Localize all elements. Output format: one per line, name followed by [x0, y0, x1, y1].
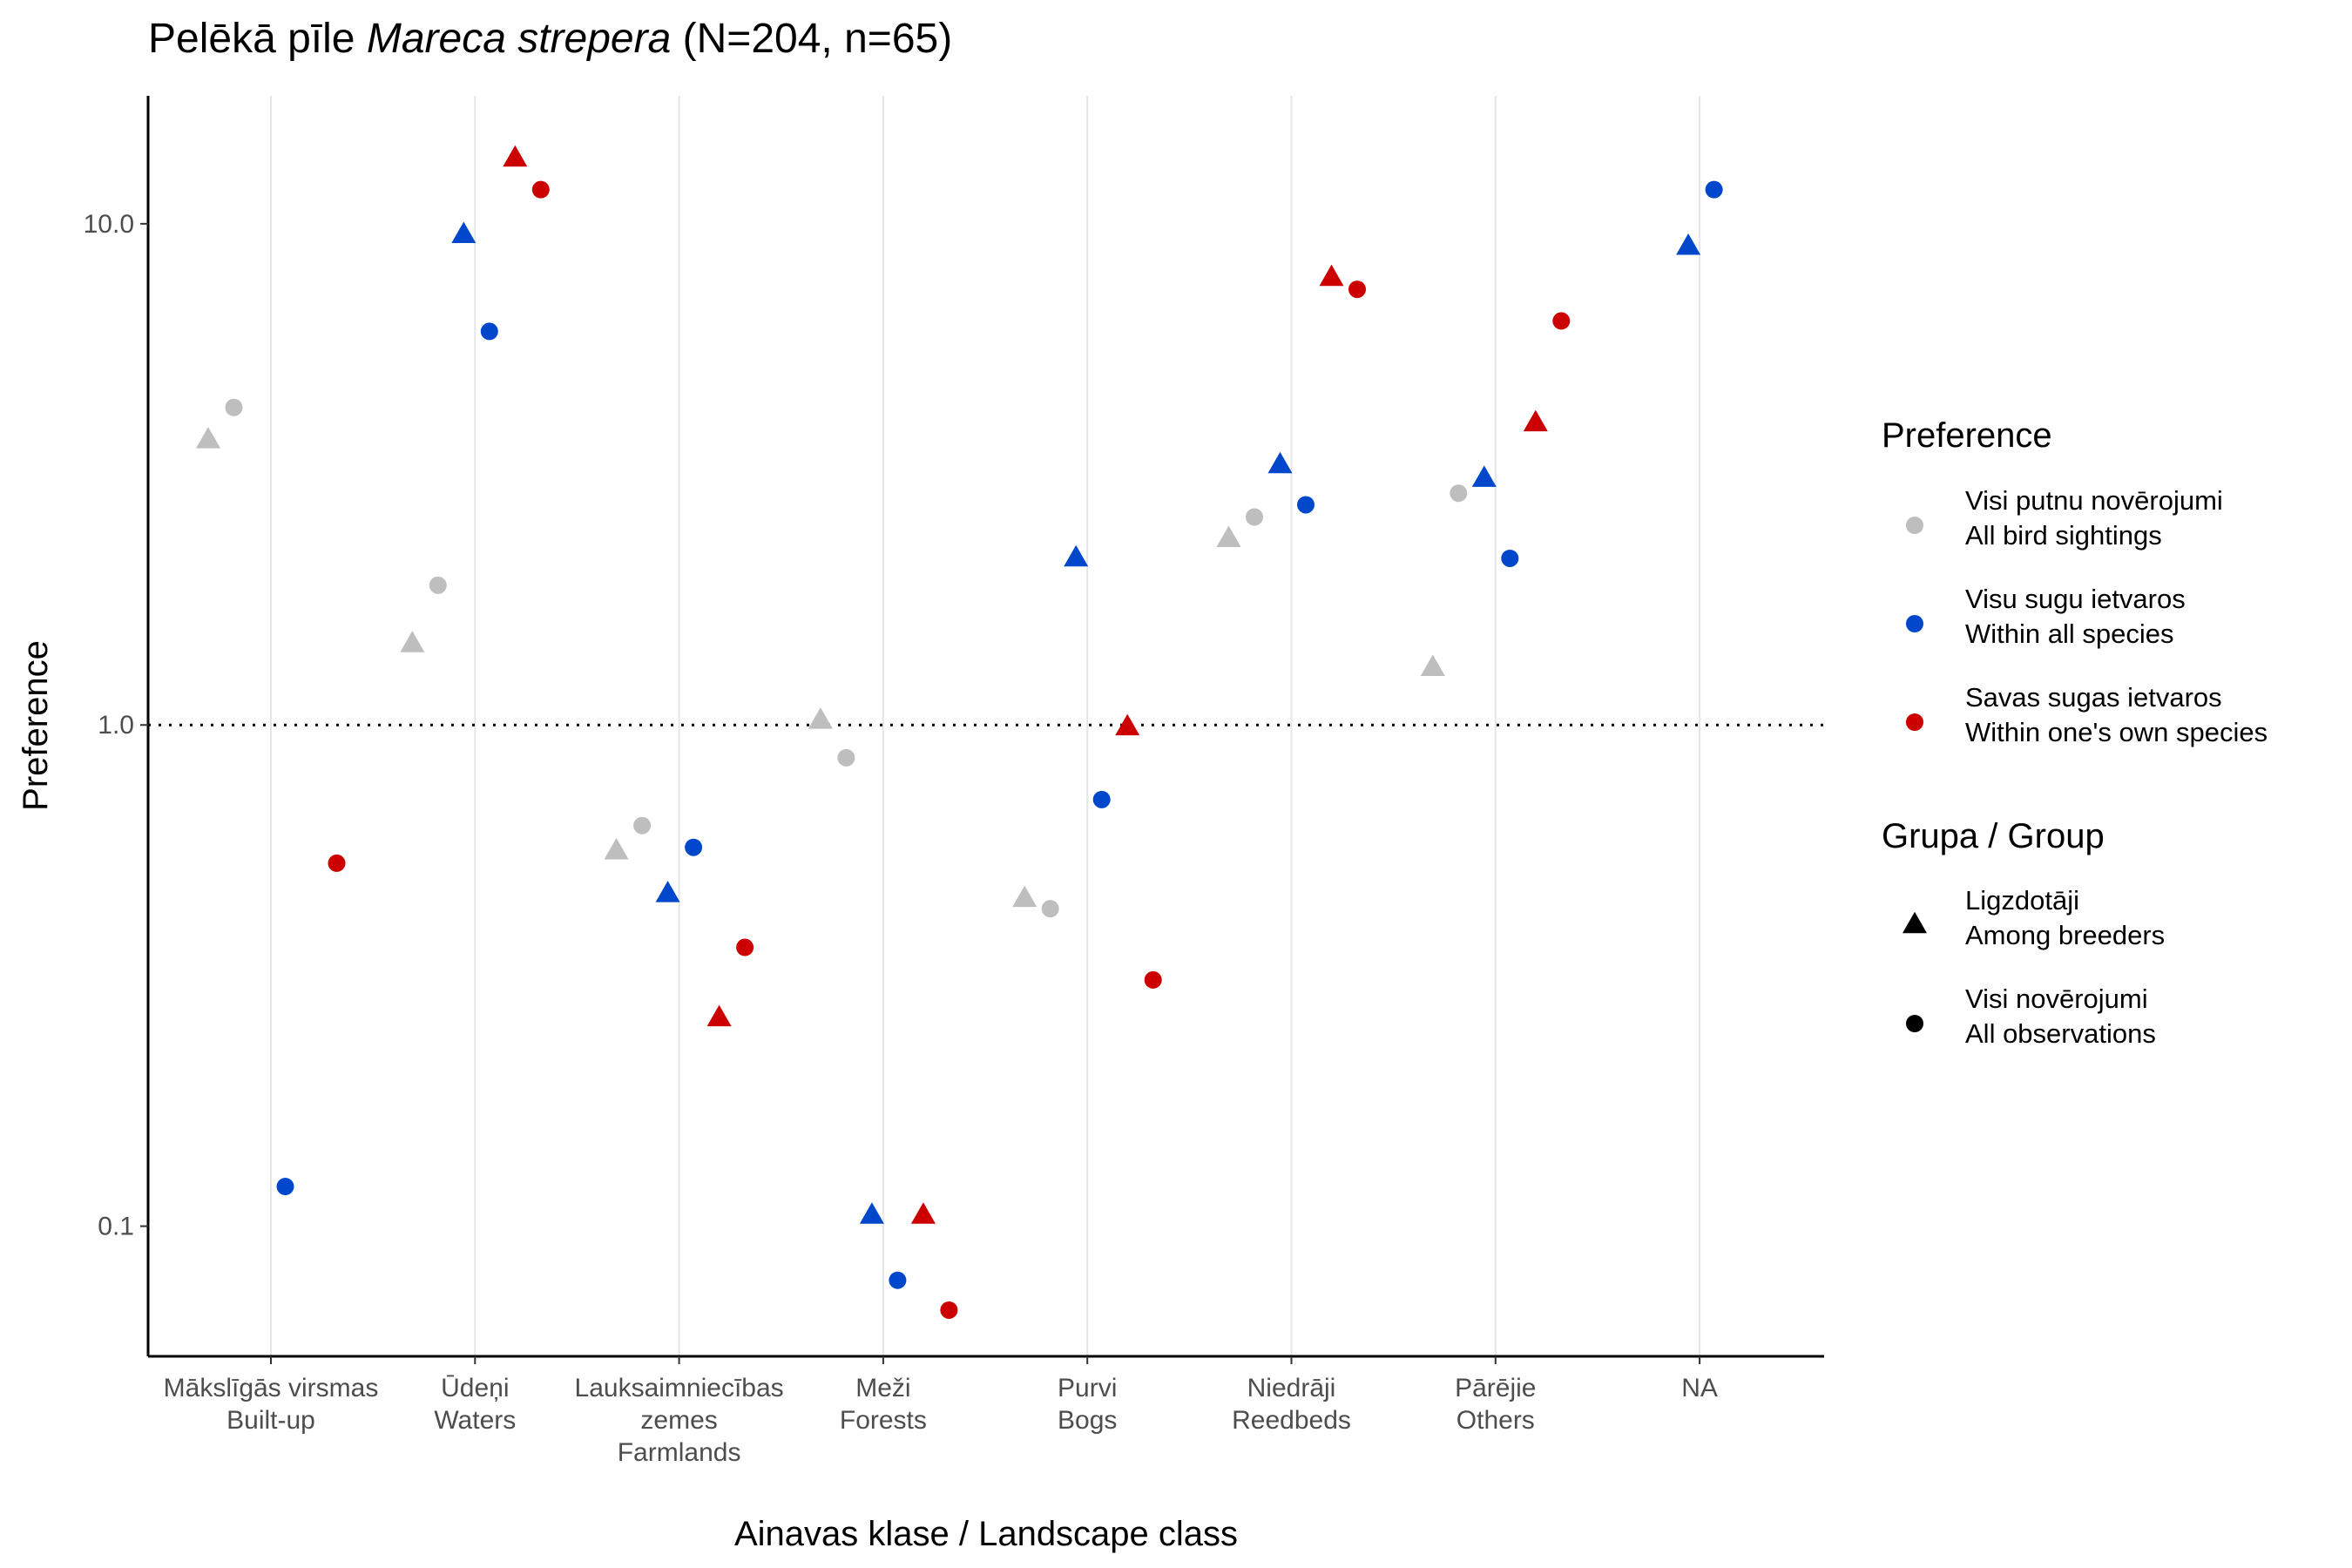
point-within_all_species-all_obs: [1297, 496, 1315, 514]
point-within_own_species-all_obs: [1348, 280, 1366, 299]
point-within_own_species-breeders: [1115, 713, 1140, 736]
legend-group-title: Grupa / Group: [1882, 817, 2105, 855]
point-all_sightings-breeders: [604, 837, 629, 860]
title-species: Mareca strepera: [367, 16, 671, 62]
point-within_own_species-all_obs: [328, 854, 346, 872]
chart-title: Pelēkā pīle Mareca strepera (N=204, n=65…: [148, 16, 952, 62]
point-within_all_species-breeders: [1471, 465, 1497, 487]
point-within_all_species-all_obs: [480, 322, 498, 341]
y-tick-label: 1.0: [98, 711, 134, 740]
legend-group-label-1: Visi novērojumi: [1965, 983, 2148, 1014]
legend-group-label-2: All observations: [1965, 1018, 2156, 1049]
point-all_sightings-breeders: [400, 631, 425, 652]
legend-preference-key: [1906, 615, 1923, 632]
point-all_sightings-all_obs: [633, 816, 652, 835]
x-tick-label: Mākslīgās virsmas Built-up: [164, 1374, 379, 1435]
point-within_own_species-all_obs: [736, 938, 754, 956]
point-all_sightings-breeders: [1420, 654, 1445, 676]
legend-group-label-2: Among breeders: [1965, 920, 2165, 950]
point-all_sightings-breeders: [1216, 525, 1241, 548]
legend-preference-label-1: Visu sugu ietvaros: [1965, 584, 2186, 614]
x-tick-label: Ūdeņi Waters: [434, 1374, 516, 1435]
x-tick-label: Niedrāji Reedbeds: [1232, 1374, 1351, 1435]
point-within_all_species-all_obs: [276, 1178, 294, 1196]
legend-preference-label-1: Visi putnu novērojumi: [1965, 485, 2223, 516]
point-within_own_species-all_obs: [1552, 312, 1571, 330]
point-within_own_species-breeders: [1523, 409, 1548, 432]
point-within_own_species-breeders: [910, 1202, 936, 1224]
point-all_sightings-breeders: [1012, 885, 1037, 908]
point-within_all_species-breeders: [451, 221, 476, 244]
point-all_sightings-all_obs: [429, 576, 447, 594]
title-suffix: (N=204, n=65): [671, 16, 952, 62]
point-within_own_species-breeders: [706, 1004, 732, 1027]
point-within_own_species-breeders: [503, 145, 528, 167]
y-tick-label: 0.1: [98, 1213, 134, 1241]
x-axis-ticks: Mākslīgās virsmas Built-up Ūdeņi Waters Lauk…: [164, 1356, 1718, 1467]
legend: Preference Visi putnu novērojumi All bird…: [1882, 416, 2268, 1049]
point-all_sightings-breeders: [196, 427, 220, 449]
legend-preference-label-1: Savas sugas ietvaros: [1965, 682, 2222, 713]
legend-preference-key: [1906, 713, 1923, 731]
point-within_own_species-all_obs: [1144, 970, 1162, 989]
legend-preference-label-2: Within all species: [1965, 618, 2173, 649]
point-within_all_species-breeders: [655, 881, 680, 902]
x-tick-label: Purvi Bogs: [1058, 1374, 1117, 1435]
x-tick-label: Lauksaimniecības zemes Farmlands: [575, 1374, 784, 1467]
point-all_sightings-all_obs: [1041, 900, 1059, 918]
y-axis-title: Preference: [17, 640, 55, 811]
point-all_sightings-all_obs: [1450, 484, 1468, 503]
legend-group-label-1: Ligzdotāji: [1965, 885, 2079, 916]
y-axis-ticks: 0.1 1.0 10.0: [84, 210, 148, 1241]
legend-preference-items: Visi putnu novērojumi All bird sightings V…: [1906, 485, 2268, 747]
point-within_own_species-all_obs: [531, 180, 550, 199]
gridlines: [270, 96, 1701, 1356]
point-all_sightings-all_obs: [837, 748, 855, 767]
x-tick-label: Meži Forests: [840, 1374, 927, 1435]
legend-preference-title: Preference: [1882, 416, 2052, 455]
point-within_all_species-breeders: [1064, 544, 1089, 567]
point-within_own_species-breeders: [1319, 264, 1344, 287]
point-within_all_species-breeders: [1267, 451, 1293, 474]
x-axis-title: Ainavas klase / Landscape class: [734, 1515, 1238, 1553]
point-within_all_species-all_obs: [685, 838, 703, 856]
legend-preference-label-2: All bird sightings: [1965, 520, 2162, 551]
point-within_all_species-all_obs: [1705, 180, 1723, 199]
legend-group-key: [1906, 1015, 1923, 1032]
x-tick-label: NA: [1681, 1374, 1718, 1402]
point-within_all_species-all_obs: [889, 1271, 907, 1289]
point-within_own_species-all_obs: [940, 1301, 958, 1319]
point-all_sightings-all_obs: [1246, 508, 1263, 526]
legend-group-key: [1903, 911, 1927, 934]
point-within_all_species-breeders: [859, 1202, 884, 1224]
data-points: [196, 145, 1723, 1319]
point-within_all_species-all_obs: [1501, 549, 1519, 567]
point-all_sightings-all_obs: [225, 398, 243, 416]
title-prefix: Pelēkā pīle: [148, 16, 367, 62]
legend-group-items: Ligzdotāji Among breeders Visi novērojumi A…: [1903, 885, 2165, 1049]
legend-preference-key: [1906, 517, 1923, 534]
point-all_sightings-breeders: [808, 707, 833, 729]
point-within_all_species-all_obs: [1092, 790, 1111, 808]
legend-preference-label-2: Within one's own species: [1965, 717, 2268, 747]
point-within_all_species-breeders: [1676, 233, 1701, 255]
x-tick-label: Pārējie Others: [1455, 1374, 1536, 1435]
y-tick-label: 10.0: [84, 210, 134, 239]
